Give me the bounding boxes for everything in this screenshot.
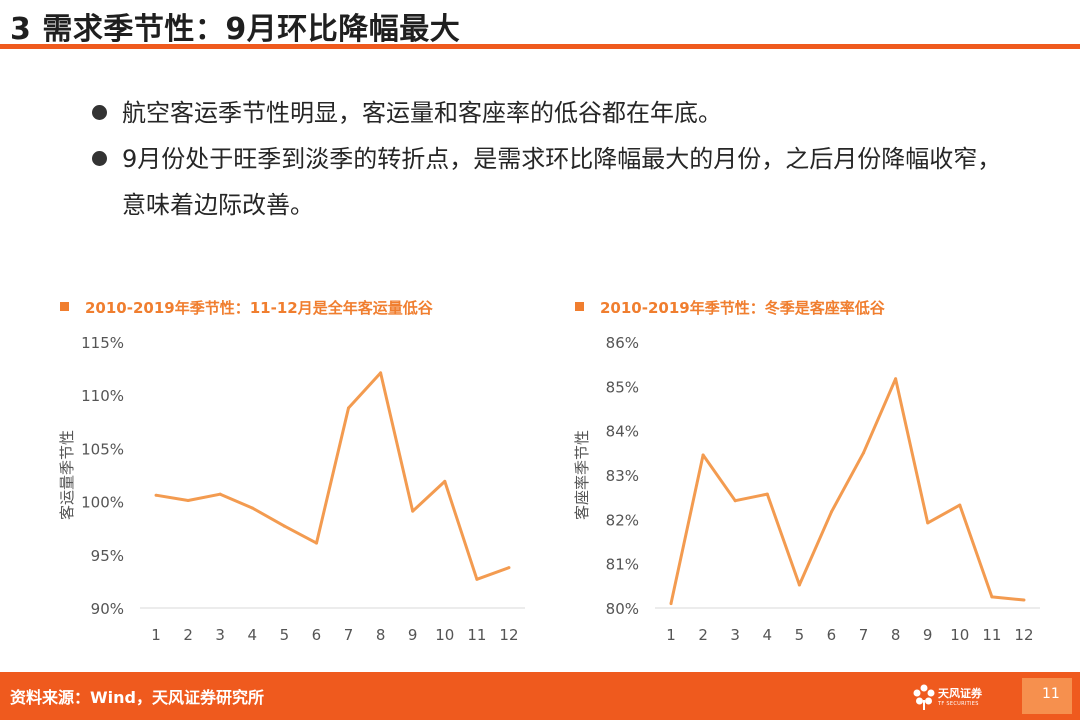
data-point	[379, 371, 383, 375]
x-tick-label: 12	[499, 626, 518, 644]
chart-2-heading: 2010-2019年季节性：冬季是客座率低谷	[575, 297, 885, 318]
y-tick-label: 100%	[81, 494, 124, 512]
bullet-list: 航空客运季节性明显，客运量和客座率的低谷都在年底。 9月份处于旺季到淡季的转折点…	[92, 90, 1022, 228]
data-point	[701, 453, 705, 457]
y-tick-label: 82%	[606, 511, 639, 529]
data-point	[669, 602, 673, 606]
series-line	[155, 371, 510, 581]
data-point	[765, 492, 769, 496]
data-point	[186, 499, 190, 503]
x-tick-label: 6	[827, 626, 837, 644]
logo-subtext: TF SECURITIES	[938, 701, 979, 707]
data-point	[958, 503, 962, 507]
square-bullet-icon	[575, 302, 584, 311]
page-number: 11	[1042, 686, 1060, 702]
logo-text: 天风证券	[938, 687, 982, 700]
bullet-item-2: 9月份处于旺季到淡季的转折点，是需求环比降幅最大的月份，之后月份降幅收窄，意味着…	[92, 136, 1022, 228]
data-point	[475, 577, 479, 581]
y-tick-label: 115%	[81, 334, 124, 352]
company-logo: 天风证券 TF SECURITIES	[912, 680, 1012, 714]
data-point	[926, 521, 930, 525]
x-tick-label: 10	[435, 626, 454, 644]
x-tick-label: 5	[280, 626, 290, 644]
page-number-box	[1022, 678, 1072, 714]
load-factor-chart: 80%81%82%83%84%85%86%1 2 3 4 5 6 7 8 9 10 11 12客座率季…	[573, 334, 1040, 644]
data-source: 资料来源：Wind，天风证券研究所	[10, 688, 264, 707]
y-axis-label: 客运量季节性	[58, 430, 76, 520]
title-divider	[0, 44, 1080, 49]
x-tick-label: 2	[698, 626, 708, 644]
data-point	[990, 595, 994, 599]
y-tick-label: 83%	[606, 467, 639, 485]
y-tick-label: 110%	[81, 387, 124, 405]
data-point	[733, 499, 737, 503]
y-tick-label: 80%	[606, 600, 639, 618]
data-point	[829, 510, 833, 514]
x-tick-label: 4	[248, 626, 258, 644]
x-tick-label: 9	[408, 626, 418, 644]
footer-bar: 资料来源：Wind，天风证券研究所 天风证券 TF SECURITIES 11	[0, 672, 1080, 720]
data-point	[797, 583, 801, 587]
chart-2-title: 2010-2019年季节性：冬季是客座率低谷	[600, 299, 885, 317]
y-tick-label: 85%	[606, 378, 639, 396]
data-point	[282, 524, 286, 528]
x-tick-label: 7	[344, 626, 354, 644]
x-tick-label: 8	[376, 626, 386, 644]
x-tick-label: 3	[215, 626, 225, 644]
x-tick-label: 8	[891, 626, 901, 644]
flower-logo-icon	[913, 684, 935, 710]
data-point	[894, 377, 898, 381]
x-tick-label: 4	[763, 626, 773, 644]
x-tick-label: 3	[730, 626, 740, 644]
x-tick-label: 11	[467, 626, 486, 644]
x-tick-label: 2	[183, 626, 193, 644]
x-tick-label: 12	[1014, 626, 1033, 644]
y-axis-label: 客座率季节性	[573, 430, 591, 520]
x-tick-label: 5	[795, 626, 805, 644]
data-point	[411, 509, 415, 513]
x-tick-label: 1	[151, 626, 161, 644]
data-point	[314, 541, 318, 545]
x-tick-label: 1	[666, 626, 676, 644]
y-tick-label: 86%	[606, 334, 639, 352]
data-point	[347, 406, 351, 410]
x-tick-label: 7	[859, 626, 869, 644]
data-point	[218, 492, 222, 496]
y-tick-label: 81%	[606, 556, 639, 574]
x-tick-label: 10	[950, 626, 969, 644]
passenger-volume-chart: 90%95%100%105%110%115%1 2 3 4 5 6 7 8 9 10 11 12客运量…	[58, 334, 525, 644]
y-tick-label: 84%	[606, 423, 639, 441]
data-point	[862, 451, 866, 455]
page-title: 3 需求季节性：9月环比降幅最大	[10, 12, 461, 47]
data-point	[154, 493, 158, 497]
series-line	[669, 377, 1025, 604]
y-tick-label: 90%	[91, 600, 124, 618]
data-point	[443, 479, 447, 483]
y-tick-label: 95%	[91, 547, 124, 565]
square-bullet-icon	[60, 302, 69, 311]
x-tick-label: 11	[982, 626, 1001, 644]
data-point	[507, 566, 511, 570]
x-tick-label: 9	[923, 626, 933, 644]
bullet-item-1: 航空客运季节性明显，客运量和客座率的低谷都在年底。	[92, 90, 1022, 136]
data-point	[1022, 598, 1026, 602]
x-tick-label: 6	[312, 626, 322, 644]
data-point	[250, 506, 254, 510]
chart-1-heading: 2010-2019年季节性：11-12月是全年客运量低谷	[60, 297, 433, 318]
y-tick-label: 105%	[81, 440, 124, 458]
chart-1-title: 2010-2019年季节性：11-12月是全年客运量低谷	[85, 299, 433, 317]
